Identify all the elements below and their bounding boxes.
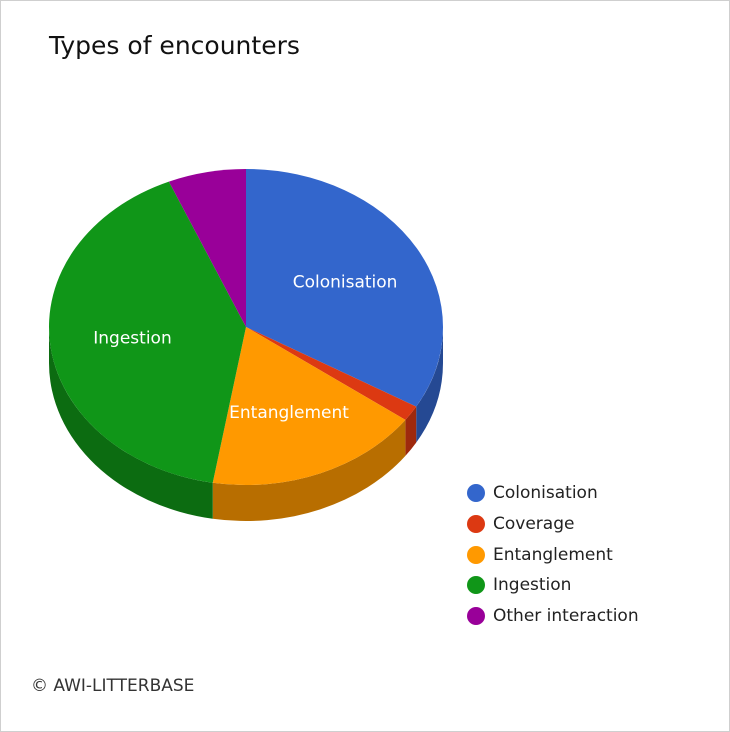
pie-slice-colonisation[interactable] [246,169,443,407]
legend-item-coverage[interactable]: Coverage [467,509,639,540]
legend-swatch [467,607,485,626]
legend-label: Colonisation [493,483,598,504]
slice-label-colonisation: Colonisation [293,272,398,292]
pie-chart: Colonisation Entanglement Ingestion [48,169,443,521]
pie-side-walls [49,327,443,521]
legend-label: Other interaction [493,606,639,627]
pie-side-coverage [405,406,417,456]
pie-side-entanglement [212,419,406,521]
legend-swatch [467,484,485,503]
legend-item-other-interaction[interactable]: Other interaction [467,601,639,632]
legend-label: Entanglement [493,544,613,565]
pie-side-ingestion [49,327,213,519]
legend-item-ingestion[interactable]: Ingestion [467,570,639,601]
pie-slice-entanglement[interactable] [212,327,406,485]
slice-label-ingestion: Ingestion [93,329,171,349]
legend-item-entanglement[interactable]: Entanglement [467,539,639,570]
pie-side-colonisation [416,327,443,443]
pie-slice-other-interaction[interactable] [168,169,246,327]
legend-swatch [467,545,485,564]
legend-swatch [467,576,485,595]
chart-title: Types of encounters [49,31,300,60]
pie-slice-ingestion[interactable] [48,181,246,483]
copyright-footer: © AWI-LITTERBASE [31,676,195,696]
pie-slices [48,169,443,485]
legend-swatch [467,515,485,534]
legend-label: Ingestion [493,575,572,596]
slice-label-entanglement: Entanglement [229,403,349,423]
legend-label: Coverage [493,514,575,535]
legend-item-colonisation[interactable]: Colonisation [467,478,639,509]
pie-slice-coverage[interactable] [246,327,417,420]
chart-legend: Colonisation Coverage Entanglement Ingestio… [467,478,639,631]
